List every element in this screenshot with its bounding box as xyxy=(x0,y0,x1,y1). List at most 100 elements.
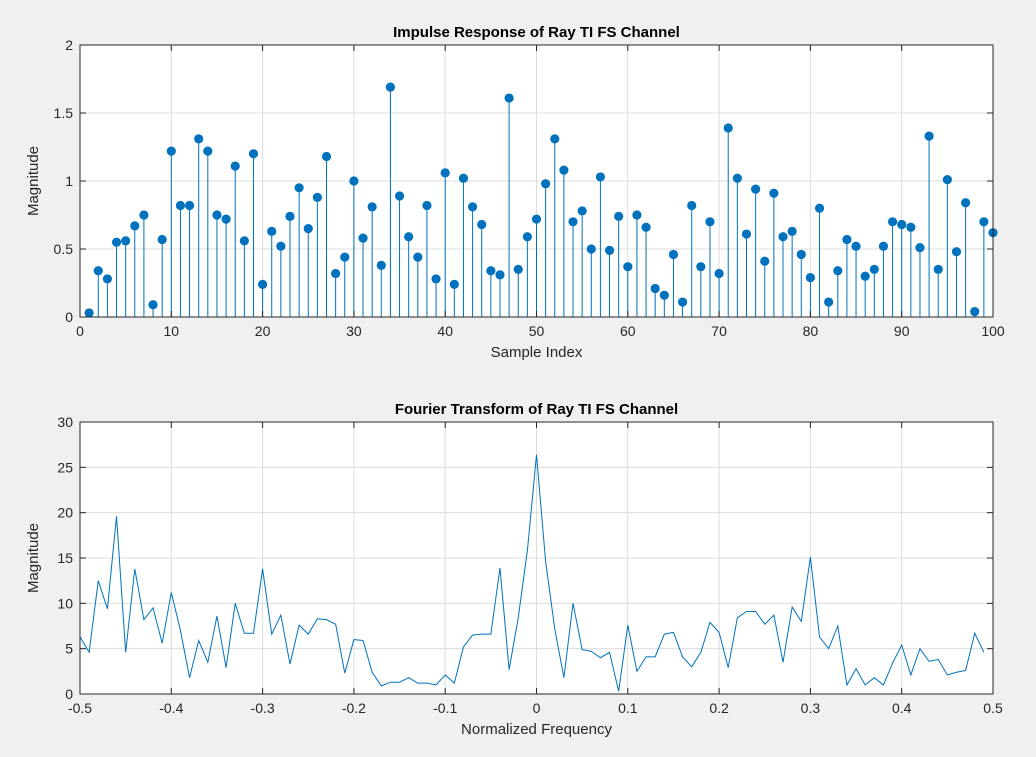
stem-marker xyxy=(595,172,606,182)
x-tick-label: -0.2 xyxy=(342,700,366,716)
stem-marker xyxy=(495,270,505,280)
stem-marker xyxy=(504,93,514,103)
stem-marker xyxy=(942,175,952,185)
stem-marker xyxy=(897,219,907,230)
stem-marker xyxy=(641,222,651,232)
stem-marker xyxy=(449,279,459,289)
stem-marker xyxy=(851,241,861,251)
stem-marker xyxy=(294,183,304,193)
stem-marker xyxy=(787,226,797,236)
x-tick-label: 30 xyxy=(346,323,362,339)
stem-marker xyxy=(93,266,103,276)
stem-marker xyxy=(778,232,788,242)
stem-marker xyxy=(522,232,532,242)
stem-marker xyxy=(467,202,478,212)
stem-marker xyxy=(623,262,633,272)
x-tick-label: 0 xyxy=(533,700,541,716)
stem-marker xyxy=(696,262,706,272)
stem-marker xyxy=(157,234,167,245)
x-tick-label: 0.4 xyxy=(892,700,912,716)
stem-marker xyxy=(933,264,943,274)
stem-marker xyxy=(659,290,669,300)
y-tick-label: 20 xyxy=(57,505,73,521)
y-tick-label: 0.5 xyxy=(54,241,74,257)
stem-marker xyxy=(760,256,770,266)
stem-marker xyxy=(842,234,852,245)
stem-marker xyxy=(614,211,624,221)
stem-marker xyxy=(632,210,642,220)
stem-marker xyxy=(340,252,350,262)
stem-marker xyxy=(814,203,825,213)
stem-marker xyxy=(458,173,469,183)
stem-marker xyxy=(723,123,733,133)
stem-marker xyxy=(376,260,386,270)
y-tick-label: 30 xyxy=(57,414,73,430)
stem-marker xyxy=(714,268,724,279)
x-tick-label: -0.4 xyxy=(159,700,183,716)
y-tick-label: 5 xyxy=(65,641,73,657)
stem-marker xyxy=(175,200,186,211)
x-tick-label: 10 xyxy=(164,323,180,339)
fourier-transform-axes: -0.5 -0.4 -0.3 -0.2 -0.1 0 0.1 0.2 0.3 0.4 0.5 0 5 10… xyxy=(25,401,1003,738)
stem-marker xyxy=(833,266,843,276)
chart-title: Fourier Transform of Ray TI FS Channel xyxy=(395,401,678,418)
stem-marker xyxy=(668,249,679,260)
stem-marker xyxy=(869,264,879,274)
stem-marker xyxy=(887,217,898,227)
stem-marker xyxy=(915,243,925,253)
stem-marker xyxy=(586,244,596,254)
stem-marker xyxy=(121,236,131,246)
stem-marker xyxy=(404,232,414,242)
y-tick-label: 2 xyxy=(65,37,73,53)
stem-marker xyxy=(751,184,761,194)
y-tick-label: 1.5 xyxy=(54,105,74,121)
impulse-response-axes: 0 10 20 30 40 50 60 70 80 90 100 0 0.5 1 1.5 2 Impulse R… xyxy=(25,24,1005,361)
stem-marker xyxy=(550,134,560,144)
x-tick-label: 50 xyxy=(529,323,545,339)
y-axis-label: Magnitude xyxy=(25,523,42,593)
stem-marker xyxy=(358,233,368,243)
stem-marker xyxy=(531,214,542,224)
stem-marker xyxy=(979,217,989,227)
stem-marker xyxy=(824,297,834,307)
stem-marker xyxy=(221,214,231,224)
stem-marker xyxy=(741,229,752,239)
x-tick-label: 0.3 xyxy=(801,700,821,716)
stem-marker xyxy=(687,200,697,211)
y-tick-label: 1 xyxy=(65,173,73,189)
stem-marker xyxy=(212,210,222,220)
stem-marker xyxy=(477,219,487,230)
x-tick-label: 60 xyxy=(620,323,636,339)
x-tick-label: 20 xyxy=(255,323,271,339)
stem-marker xyxy=(961,198,971,208)
x-tick-label: -0.5 xyxy=(68,700,92,716)
x-tick-label: 90 xyxy=(894,323,910,339)
stem-marker xyxy=(303,224,313,234)
x-axis-label: Sample Index xyxy=(491,344,583,361)
stem-marker xyxy=(194,134,204,144)
stem-marker xyxy=(650,283,660,294)
stem-marker xyxy=(924,131,934,141)
stem-marker xyxy=(367,202,377,212)
x-tick-label: 40 xyxy=(437,323,453,339)
stem-marker xyxy=(148,300,158,310)
stem-marker xyxy=(394,191,405,201)
x-tick-label: 0.5 xyxy=(983,700,1003,716)
stem-marker xyxy=(577,206,587,216)
stem-marker xyxy=(559,165,569,175)
y-tick-label: 15 xyxy=(57,550,73,566)
x-tick-label: 100 xyxy=(981,323,1005,339)
stem-marker xyxy=(239,236,249,246)
stem-marker xyxy=(285,211,295,221)
stem-marker xyxy=(805,272,816,283)
y-tick-label: 10 xyxy=(57,595,73,611)
stem-marker xyxy=(860,271,870,281)
stem-marker xyxy=(267,226,277,236)
stem-marker xyxy=(486,266,496,276)
x-axis-label: Normalized Frequency xyxy=(461,721,612,738)
stem-marker xyxy=(84,308,94,318)
stem-marker xyxy=(248,149,259,159)
stem-marker xyxy=(230,161,240,171)
stem-marker xyxy=(203,146,213,156)
